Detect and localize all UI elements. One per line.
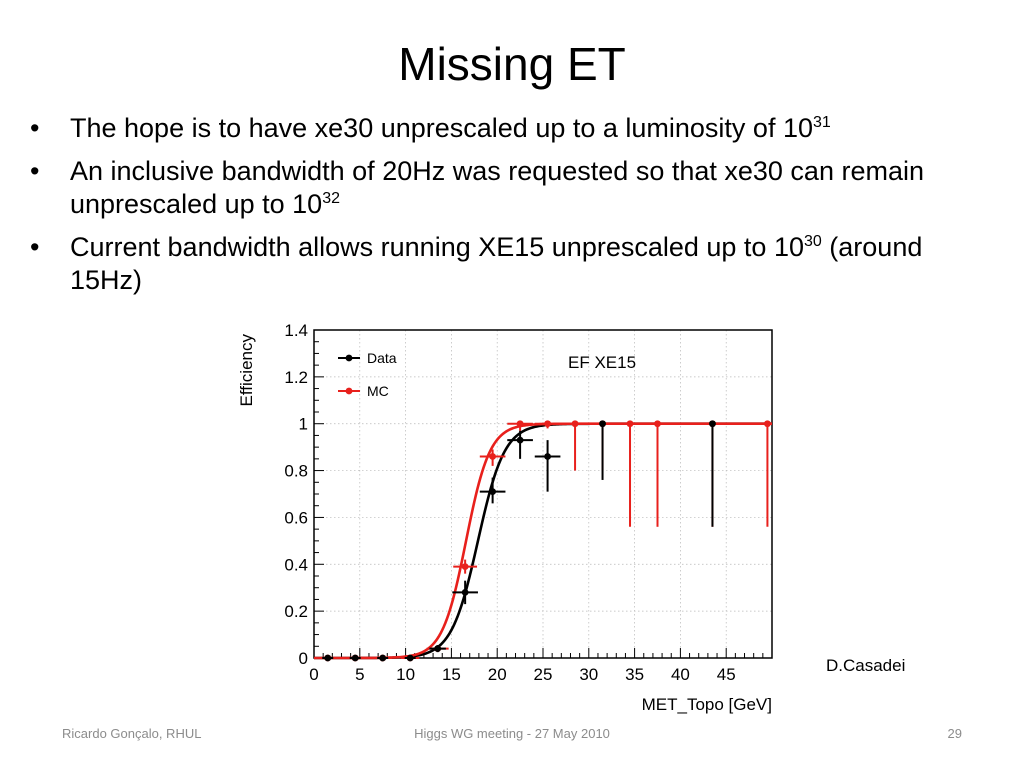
bullet-dot-icon: • — [30, 156, 40, 186]
x-tick-label: 45 — [717, 665, 736, 684]
footer-meeting: Higgs WG meeting - 27 May 2010 — [414, 726, 610, 741]
footer-page-number: 29 — [947, 726, 962, 741]
mc-data-point — [544, 420, 551, 428]
data-data-point — [379, 654, 387, 662]
y-tick-label: 1.2 — [284, 368, 308, 387]
bullet-item: • Current bandwidth allows running XE15 u… — [30, 231, 995, 297]
data-data-point — [461, 589, 469, 596]
y-tick-label: 0.2 — [284, 602, 308, 621]
x-tick-label: 10 — [396, 665, 415, 684]
mc-data-point — [626, 420, 634, 428]
y-tick-label: 0 — [299, 649, 308, 668]
bullet-dot-icon: • — [30, 113, 40, 143]
data-data-point — [516, 436, 524, 444]
efficiency-chart: 0 5 10 15 20 25 30 35 40 45 0 0.2 0.4 0.6 0.8 1 1.2 1.4 D… — [237, 318, 790, 718]
data-data-point — [406, 654, 414, 662]
x-tick-label: 35 — [625, 665, 644, 684]
data-data-point — [709, 420, 716, 428]
bullet-exponent: 32 — [322, 190, 340, 207]
bullet-item: • The hope is to have xe30 unprescaled up… — [30, 112, 995, 145]
mc-data-point — [516, 420, 524, 428]
x-tick-label: 40 — [671, 665, 690, 684]
bullet-text: Current bandwidth allows running XE15 un… — [70, 232, 804, 262]
data-data-point — [324, 654, 332, 662]
y-tick-label: 1 — [299, 415, 308, 434]
grid — [313, 329, 772, 659]
mc-data-point — [489, 453, 497, 460]
mc-data-point — [764, 420, 771, 428]
bullet-dot-icon: • — [30, 232, 40, 262]
y-tick-label: 1.4 — [284, 321, 308, 340]
data-data-point — [599, 420, 606, 428]
x-tick-label: 5 — [355, 665, 364, 684]
plot-background — [270, 318, 790, 718]
slide-title: Missing ET — [398, 38, 626, 90]
x-tick-label: 15 — [442, 665, 461, 684]
data-data-point — [489, 488, 497, 496]
x-tick-label: 25 — [534, 665, 553, 684]
x-axis-label: MET_Topo [GeV] — [642, 695, 772, 714]
mc-data-point — [571, 420, 579, 428]
data-points — [318, 420, 771, 662]
bullet-text: The hope is to have xe30 unprescaled up … — [70, 113, 813, 143]
bullet-exponent: 30 — [803, 233, 822, 250]
axis-ticks: 0 5 10 15 20 25 30 35 40 45 0 0.2 0.4 0.6 0.8 1 1.2 1.4 — [284, 321, 773, 684]
x-tick-label: 0 — [309, 665, 318, 684]
mc-data-point — [654, 420, 661, 428]
data-data-point — [434, 645, 442, 653]
legend-label-mc: MC — [367, 383, 389, 399]
plot-credit: D.Casadei — [826, 656, 906, 675]
bullet-item: • An inclusive bandwidth of 20Hz was requ… — [30, 155, 995, 221]
bullet-text-tail: (around 15Hz) — [70, 232, 923, 295]
legend: Data MC — [338, 350, 397, 399]
x-tick-label: 20 — [488, 665, 507, 684]
y-tick-label: 0.4 — [284, 555, 308, 574]
efficiency-plot: 0 5 10 15 20 25 30 35 40 45 0 0.2 0.4 0.6 0.8 1 1.2 1.4 D… — [230, 318, 790, 718]
mc-data-point — [461, 563, 469, 571]
footer-author: Ricardo Gonçalo, RHUL — [62, 726, 202, 741]
data-data-point — [544, 453, 551, 460]
bullet-list: • The hope is to have xe30 unprescaled up… — [30, 112, 995, 307]
bullet-text: An inclusive bandwidth of 20Hz was reque… — [70, 156, 924, 219]
bullet-exponent: 31 — [812, 114, 831, 131]
legend-marker-mc — [345, 387, 353, 395]
x-tick-label: 30 — [579, 665, 598, 684]
legend-marker-data — [345, 354, 353, 362]
y-tick-label: 0.6 — [284, 508, 308, 527]
legend-label-data: Data — [367, 350, 397, 366]
chart-title: EF XE15 — [568, 353, 636, 372]
y-axis-label: Efficiency — [237, 334, 256, 407]
data-data-point — [351, 654, 359, 662]
y-tick-label: 0.8 — [284, 462, 308, 481]
